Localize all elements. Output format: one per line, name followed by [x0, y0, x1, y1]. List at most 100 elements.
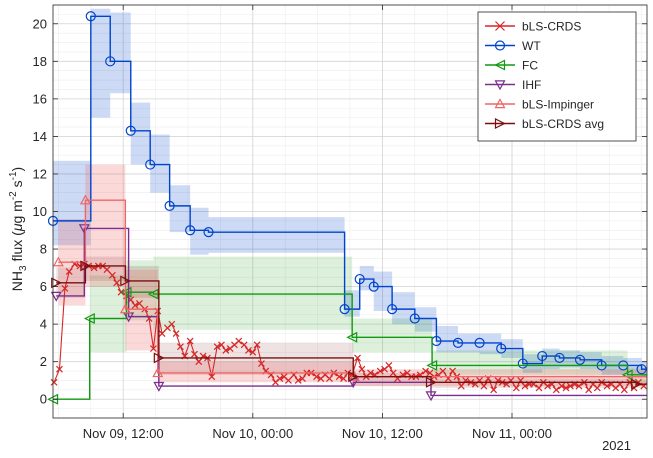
marker-cross [253, 341, 261, 349]
band-fc [352, 318, 433, 353]
marker-cross [61, 285, 69, 292]
legend-marker [494, 80, 506, 91]
marker-triangle-down [153, 381, 165, 392]
point-bls-impinger [152, 367, 164, 378]
point-bls-crds [340, 375, 347, 383]
point-bls-crds [558, 382, 566, 390]
legend-label: IHF [522, 78, 541, 92]
marker-cross [218, 341, 225, 349]
marker-circle [105, 56, 116, 67]
marker-triangle-right [153, 352, 165, 364]
series-fc [47, 286, 647, 405]
marker-triangle-left [426, 359, 438, 371]
point-bls-crds [56, 365, 63, 373]
marker-cross [457, 382, 465, 390]
point-bls-crds [566, 382, 574, 390]
legend[interactable]: bLS-CRDS WT FC IHF bLS-Impinger bLS-CRDS avg [477, 11, 637, 142]
marker-circle [636, 364, 647, 375]
marker-circle [496, 343, 507, 354]
y-axis-label-exp1: -2 [8, 191, 19, 200]
point-bls-crds [245, 346, 252, 354]
point-bls-crds [562, 384, 570, 392]
marker-cross [213, 343, 221, 351]
point-bls-crds [168, 320, 176, 328]
y-axis-label-subscript: 3 [18, 265, 29, 271]
series-layer [47, 11, 648, 405]
point-bls-crds [158, 330, 166, 337]
point-bls-crds [213, 343, 221, 351]
marker-cross [535, 384, 543, 392]
band-wt [90, 8, 111, 118]
marker-triangle-left [120, 286, 132, 298]
marker-cross [585, 386, 593, 394]
point-wt [203, 227, 214, 238]
point-bls-crds [258, 360, 265, 367]
marker-triangle-up [494, 98, 506, 109]
point-bls-crds [422, 367, 430, 375]
point-bls-crds [222, 346, 230, 354]
marker-cross [603, 382, 611, 390]
marker-cross [172, 330, 180, 337]
band-wt [169, 185, 191, 233]
marker-circle [452, 337, 464, 349]
point-ihf [425, 391, 437, 402]
point-fc [83, 313, 95, 324]
band-wt [392, 292, 415, 325]
legend-label: bLS-Impinger [522, 98, 594, 112]
band-fc [432, 350, 628, 375]
y-tick-label: 10 [33, 204, 47, 219]
point-bls-crds [249, 348, 257, 356]
marker-triangle-left [346, 331, 358, 343]
marker-cross [562, 384, 570, 392]
point-bls-crds [253, 341, 261, 349]
marker-triangle-up [52, 256, 64, 267]
y-tick-label: 12 [33, 166, 47, 181]
marker-triangle-left [83, 313, 95, 324]
marker-triangle-right [80, 260, 92, 272]
marker-circle [368, 281, 379, 292]
point-bls-crds [65, 268, 73, 275]
legend-marker [494, 98, 506, 109]
marker-triangle-left [494, 59, 506, 71]
y-tick-label: 16 [33, 91, 47, 106]
legend-box [477, 11, 637, 142]
point-wt [105, 56, 116, 67]
marker-cross [575, 382, 583, 390]
marker-cross [240, 341, 248, 349]
marker-triangle-down [425, 391, 437, 402]
x-tick-label: Nov 10, 00:00 [212, 426, 293, 441]
point-bls-crds [603, 382, 611, 390]
point-ihf [50, 291, 62, 302]
line-bls-crds-avg [56, 265, 647, 385]
point-wt [368, 281, 379, 292]
marker-cross [566, 382, 574, 390]
marker-cross [222, 346, 230, 354]
legend-item-bls-impinger: bLS-Impinger [485, 98, 594, 112]
y-axis-label: NH3 flux (μg m-2 s-1) [8, 167, 29, 291]
legend-marker [494, 118, 506, 129]
legend-label: bLS-CRDS avg [522, 117, 604, 131]
point-bls-crds-avg [51, 277, 63, 289]
y-tick-label: 4 [40, 317, 47, 332]
band-wt [130, 102, 151, 165]
marker-cross [131, 301, 139, 309]
y-tick-label: 6 [40, 279, 47, 294]
x-axis-year-label: 2021 [602, 438, 631, 453]
y-tick-label: 18 [33, 54, 47, 69]
band-wt [110, 12, 131, 94]
band-bls-impinger [157, 361, 355, 383]
point-bls-crds [150, 345, 157, 352]
marker-cross [168, 320, 176, 328]
point-bls-crds [235, 337, 243, 345]
point-wt [474, 337, 485, 349]
x-tick-label: Nov 10, 12:00 [342, 426, 423, 441]
line-wt [53, 15, 647, 370]
point-bls-crds [177, 343, 184, 351]
y-tick-label: 0 [40, 392, 47, 407]
marker-cross [439, 367, 447, 375]
point-bls-crds [457, 382, 465, 390]
point-bls-crds [385, 362, 393, 369]
point-bls-crds-avg [631, 378, 643, 390]
marker-circle [474, 337, 485, 349]
point-wt [164, 200, 175, 211]
